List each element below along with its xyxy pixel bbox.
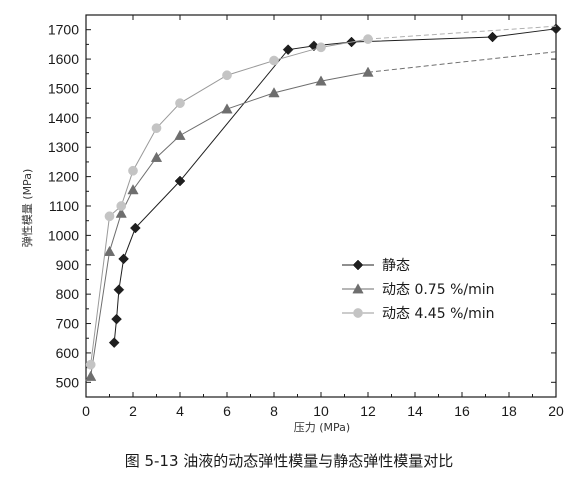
legend-label: 动态 4.45 %/min [382, 306, 495, 322]
legend-marker [352, 259, 364, 271]
data-point [222, 70, 232, 81]
y-tick-label: 1400 [48, 110, 79, 126]
legend-item-3: 动态 4.45 %/min [342, 306, 495, 322]
y-tick-label: 1000 [48, 227, 79, 243]
y-tick-label: 1300 [48, 139, 79, 155]
series-layer [85, 23, 562, 381]
data-point [128, 165, 138, 176]
series-line [113, 36, 493, 343]
data-point [111, 313, 122, 325]
data-point [174, 175, 186, 187]
x-tick-label: 12 [360, 403, 376, 419]
x-tick-label: 8 [270, 403, 278, 419]
x-tick-label: 10 [313, 403, 329, 419]
data-point [115, 207, 127, 218]
y-tick-label: 1200 [48, 169, 79, 185]
legend-label: 静态 [382, 258, 410, 274]
series-3 [85, 25, 557, 370]
data-point [150, 151, 163, 162]
data-point [268, 87, 280, 98]
data-point [85, 359, 96, 370]
series-1 [108, 23, 562, 348]
data-point [116, 201, 127, 211]
data-point [487, 31, 498, 43]
x-tick-label: 14 [407, 403, 423, 419]
series-2 [85, 51, 557, 381]
data-point [363, 34, 373, 44]
x-axis-title: 压力 (MPa) [294, 421, 350, 434]
data-point [129, 222, 141, 234]
series-line-end [492, 28, 557, 38]
data-point [85, 370, 97, 381]
legend-marker [352, 283, 364, 294]
x-tick-label: 16 [454, 403, 470, 419]
data-point [316, 42, 326, 53]
data-point [151, 123, 162, 133]
y-axis-title: 弹性模量 (MPa) [20, 169, 34, 247]
legend-item-2: 动态 0.75 %/min [342, 282, 495, 298]
data-point [174, 129, 186, 140]
legend-label: 动态 0.75 %/min [382, 282, 495, 298]
series-line [90, 71, 369, 377]
data-point [315, 75, 327, 86]
y-tick-label: 1500 [48, 80, 79, 96]
data-point [269, 55, 279, 66]
data-point [108, 337, 120, 348]
data-point [127, 184, 139, 195]
series-line-end [367, 51, 557, 73]
data-point [221, 103, 233, 114]
y-tick-label: 700 [56, 316, 80, 332]
x-tick-label: 2 [129, 403, 137, 419]
legend-marker [353, 308, 363, 318]
x-tick-label: 6 [223, 403, 231, 419]
data-point [113, 284, 125, 296]
data-point [362, 66, 374, 77]
data-point [550, 23, 562, 35]
y-tick-label: 1700 [48, 22, 79, 38]
legend-item-1: 静态 [342, 258, 410, 274]
x-tick-label: 20 [548, 403, 564, 419]
y-tick-label: 1600 [48, 51, 79, 67]
x-tick-label: 4 [176, 403, 184, 419]
y-tick-label: 600 [56, 345, 80, 361]
x-tick-label: 0 [82, 403, 90, 419]
y-tick-label: 900 [56, 257, 80, 273]
x-tick-label: 18 [501, 403, 517, 419]
figure-caption: 图 5-13 油液的动态弹性模量与静态弹性模量对比 [124, 452, 454, 470]
data-point [282, 44, 294, 56]
data-point [175, 98, 185, 109]
data-point [118, 253, 129, 265]
y-tick-label: 800 [56, 286, 80, 302]
series-line [90, 38, 369, 365]
data-point [103, 245, 116, 256]
y-tick-label: 1100 [49, 198, 79, 214]
axes: 0 2 4 6 8 10 12 14 16 18 20 500 600 700 800 900 1000 1100… [48, 14, 564, 419]
y-tick-label: 500 [56, 374, 80, 390]
data-point [104, 211, 115, 222]
